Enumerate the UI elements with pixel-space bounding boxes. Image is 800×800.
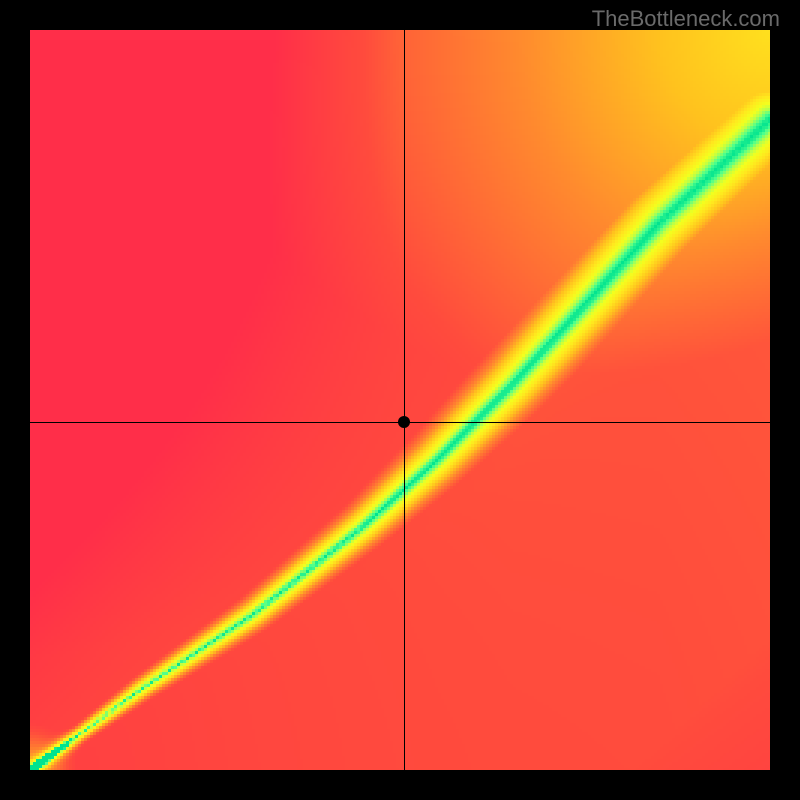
heatmap-canvas-wrap [30, 30, 770, 770]
heatmap-plot [30, 30, 770, 770]
crosshair-vertical [404, 30, 405, 770]
watermark-text: TheBottleneck.com [592, 6, 780, 32]
crosshair-marker [398, 416, 410, 428]
heatmap-canvas [30, 30, 770, 770]
